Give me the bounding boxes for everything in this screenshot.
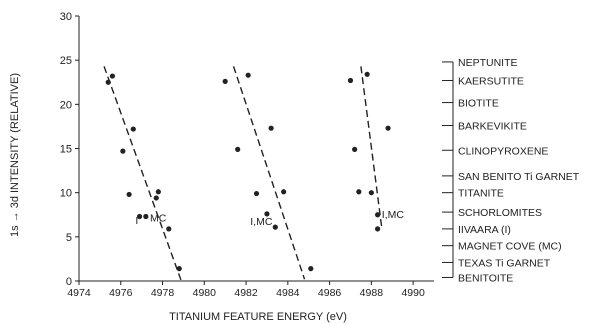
y-tick-label: 20 xyxy=(60,99,72,111)
x-tick-label: 4974 xyxy=(67,287,91,299)
legend-label: SCHORLOMITES xyxy=(458,207,542,219)
data-point xyxy=(281,189,287,195)
data-point xyxy=(356,189,362,195)
data-point xyxy=(253,190,260,197)
axes: 0 5 10 15 20 25 30 4974 4976 4978 4980 4982 4984 4986… xyxy=(60,11,434,299)
data-point xyxy=(130,126,136,132)
legend-label: TEXAS Ti GARNET xyxy=(458,257,551,269)
legend: NEPTUNITE KAERSUTITE BIOTITE BARKEVIKITE CLI… xyxy=(442,57,580,284)
y-tick-label: 10 xyxy=(60,188,72,200)
x-tick-label: 4978 xyxy=(151,287,175,299)
y-tick-label: 25 xyxy=(60,55,72,67)
data-point xyxy=(347,77,354,84)
x-tick-label: 4990 xyxy=(401,287,425,299)
series-2 xyxy=(222,66,314,280)
point-annotation: I xyxy=(135,215,138,227)
legend-label: MAGNET COVE (MC) xyxy=(458,241,562,253)
data-point xyxy=(143,213,149,220)
data-point xyxy=(176,266,182,272)
data-point xyxy=(352,146,358,152)
y-axis-label: 1s → 3d INTENSITY (RELATIVE) xyxy=(9,73,21,237)
data-point xyxy=(155,189,161,195)
data-point xyxy=(268,125,274,131)
x-tick-label: 4976 xyxy=(109,287,133,299)
x-tick-label: 4986 xyxy=(318,287,342,299)
data-point xyxy=(136,213,143,220)
series-1 xyxy=(103,66,182,282)
data-point xyxy=(153,195,159,201)
fit-line xyxy=(103,66,182,282)
data-point xyxy=(364,71,370,77)
data-point xyxy=(126,191,132,198)
x-axis-label: TITANIUM FEATURE ENERGY (eV) xyxy=(169,311,347,323)
point-annotation: I,MC xyxy=(382,209,405,221)
point-annotation: I,MC xyxy=(250,216,273,228)
series-3 xyxy=(347,66,391,232)
data-point xyxy=(235,146,241,152)
legend-label: BENITOITE xyxy=(458,272,513,284)
legend-label: IIVAARA (I) xyxy=(458,224,511,236)
y-tick-label: 15 xyxy=(60,144,72,156)
data-point xyxy=(105,79,111,85)
data-point xyxy=(368,190,374,196)
data-point xyxy=(222,78,228,84)
data-point xyxy=(109,73,116,79)
data-point xyxy=(385,125,391,131)
legend-label: SAN BENITO Ti GARNET xyxy=(458,171,580,183)
legend-label: BARKEVIKITE xyxy=(458,121,527,133)
y-tick-label: 30 xyxy=(60,11,72,23)
data-point xyxy=(120,148,126,154)
x-tick-label: 4988 xyxy=(360,287,384,299)
fit-line xyxy=(360,66,383,229)
point-annotation: MC xyxy=(150,212,167,224)
x-tick-label: 4982 xyxy=(234,287,258,299)
legend-label: NEPTUNITE xyxy=(458,57,518,69)
data-point xyxy=(245,72,251,78)
data-point xyxy=(308,266,314,272)
legend-label: KAERSUTITE xyxy=(458,75,524,87)
legend-label: TITANITE xyxy=(458,188,504,200)
x-tick-label: 4980 xyxy=(193,287,217,299)
data-point xyxy=(264,211,270,217)
data-point xyxy=(166,226,172,232)
x-tick-label: 4984 xyxy=(276,287,300,299)
y-tick-label: 0 xyxy=(66,276,72,288)
y-tick-label: 5 xyxy=(66,232,72,244)
plot-area: I MC I,MC I,MC xyxy=(103,66,405,282)
fit-line xyxy=(232,66,306,280)
legend-label: BIOTITE xyxy=(458,98,499,110)
data-point xyxy=(272,224,278,230)
data-point xyxy=(375,212,381,218)
data-point xyxy=(375,226,381,232)
legend-label: CLINOPYROXENE xyxy=(458,145,548,157)
